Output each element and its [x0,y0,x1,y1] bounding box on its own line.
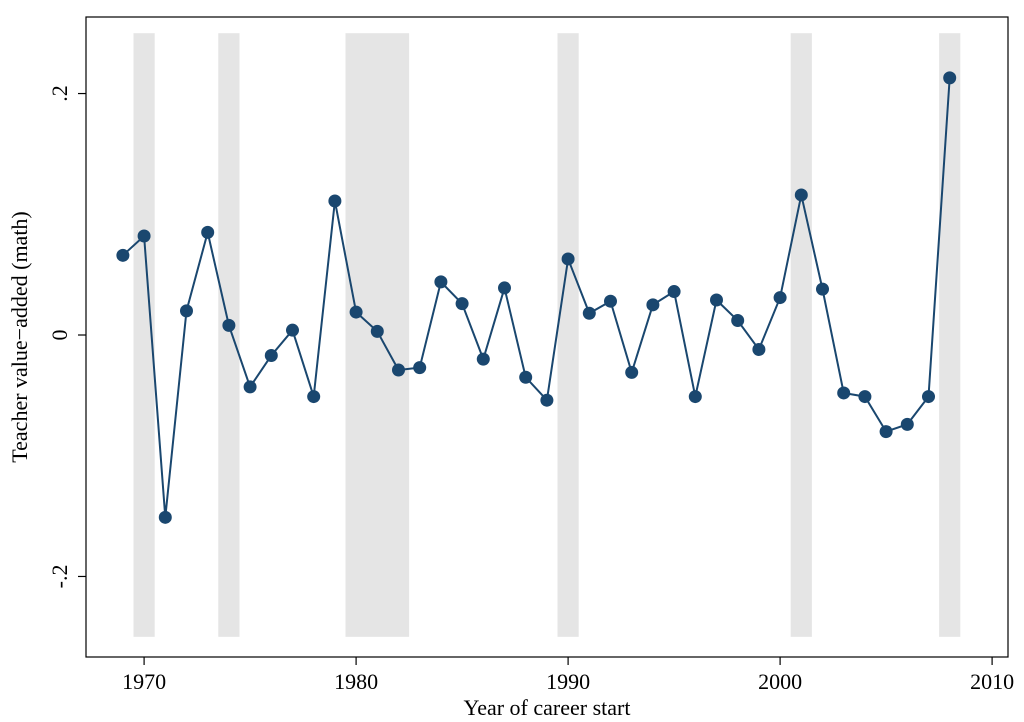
x-tick-label: 1970 [122,669,166,694]
data-point [264,349,278,363]
y-tick-label: -.2 [47,565,72,589]
data-point [370,324,384,338]
data-point [837,386,851,400]
data-point [137,229,151,243]
data-point [222,318,236,332]
series-line [122,77,951,518]
data-point [201,225,215,239]
y-axis-label: Teacher value−added (math) [7,211,32,463]
data-point [815,282,829,296]
data-point [285,323,299,337]
data-point [582,306,596,320]
data-point [794,188,808,202]
data-point [752,342,766,356]
shaded-period [133,33,155,637]
shaded-period [557,33,579,637]
data-point [603,294,617,308]
data-point [328,194,342,208]
data-point [116,248,130,262]
x-tick-label: 1980 [334,669,378,694]
data-point [413,361,427,375]
data-point [307,390,321,404]
shaded-period [790,33,812,637]
data-point [561,252,575,266]
y-tick-label: 0 [47,330,72,341]
data-point [158,510,172,524]
data-point [391,363,405,377]
data-point [646,298,660,312]
data-point [773,291,787,305]
x-tick-label: 2010 [970,669,1014,694]
data-point [625,365,639,379]
data-point [731,314,745,328]
data-point [455,297,469,311]
data-point [476,352,490,366]
data-point [858,390,872,404]
data-point [497,281,511,295]
data-point [667,285,681,299]
shaded-period [218,33,240,637]
y-tick-label: .2 [47,85,72,102]
shaded-period [939,33,961,637]
data-point [349,305,363,319]
data-point [900,417,914,431]
data-point [709,293,723,307]
data-point [540,393,554,407]
data-point [943,71,957,85]
data-point [179,304,193,318]
data-point [921,390,935,404]
data-point [879,425,893,439]
x-axis-label: Year of career start [464,695,631,720]
x-tick-label: 2000 [758,669,802,694]
plot-frame [85,16,1009,658]
x-tick-label: 1990 [546,669,590,694]
data-point [688,390,702,404]
data-point [434,275,448,289]
data-point [243,380,257,394]
data-point [519,370,533,384]
